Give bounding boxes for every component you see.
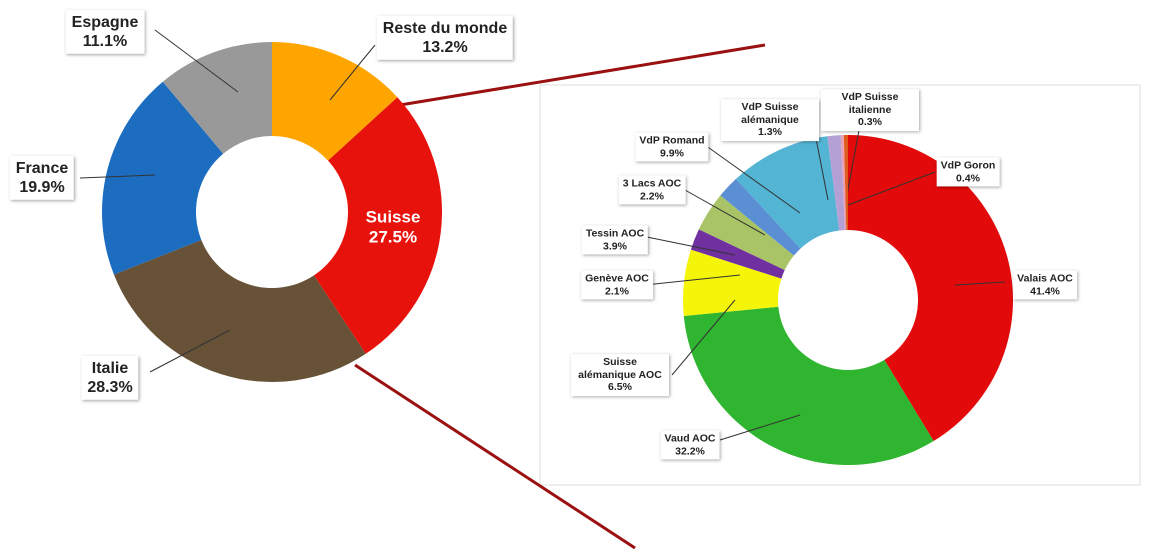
label-name: VdP Suisse alémanique	[741, 101, 799, 126]
donut-segment	[272, 42, 398, 161]
leader-line	[154, 29, 239, 93]
label-value: 3.9%	[603, 240, 627, 252]
label-value: 32.2%	[675, 445, 705, 457]
donut-segment	[683, 306, 934, 466]
label-value: 6.5%	[608, 381, 632, 394]
label-value: 19.9%	[19, 179, 65, 196]
label-value: 28.3%	[87, 379, 133, 396]
label-value: 1.3%	[758, 126, 782, 139]
detail-panel	[539, 84, 1141, 486]
donut-segment	[162, 42, 272, 154]
leader-line	[79, 174, 156, 179]
donut-segment	[113, 239, 366, 383]
label-value: 9.9%	[660, 147, 684, 159]
data-label: VdP Goron 0.4%	[936, 157, 1000, 187]
label-name: 3 Lacs AOC	[622, 177, 682, 190]
leader-line	[845, 124, 861, 201]
data-label: Reste du monde 13.2%	[376, 15, 514, 61]
leader-line	[641, 235, 736, 256]
data-label: Valais AOC 41.4%	[1013, 270, 1077, 300]
donut-segment	[698, 195, 794, 271]
data-label: VdP Suisse alémanique 1.3%	[721, 99, 819, 141]
connector	[354, 363, 636, 550]
donut-segment	[735, 136, 840, 249]
data-label: Suisse alémanique AOC 6.5%	[571, 354, 669, 396]
donut-segment	[690, 229, 785, 279]
donut-segment	[101, 81, 224, 275]
data-label: 3 Lacs AOC 2.2%	[618, 175, 686, 205]
leader-line	[149, 329, 231, 373]
connector	[399, 43, 766, 107]
donut-segment	[827, 135, 845, 231]
donut-segment	[843, 135, 848, 231]
label-name: VdP Goron	[940, 159, 996, 172]
label-name: Genève AOC	[585, 272, 649, 285]
label-value: 13.2%	[422, 39, 468, 56]
leader-line	[684, 189, 766, 236]
label-value: 0.3%	[858, 116, 882, 129]
data-label: France 19.9%	[9, 155, 75, 201]
label-value: 27.5%	[368, 228, 418, 247]
label-name: Italie	[91, 359, 129, 377]
donut-segment	[848, 135, 1013, 442]
data-label: Vaud AOC 32.2%	[660, 430, 720, 460]
label-name: Suisse alémanique AOC	[578, 356, 662, 381]
data-label: VdP Suisse italienne 0.3%	[821, 89, 919, 131]
label-name: Reste du monde	[382, 19, 508, 37]
data-label: Espagne 11.1%	[65, 9, 145, 55]
leader-line	[847, 171, 936, 206]
label-name: France	[15, 159, 69, 177]
label-value: 2.1%	[605, 285, 629, 297]
data-label: Tessin AOC 3.9%	[581, 225, 649, 255]
leader-line	[719, 414, 801, 441]
leader-line	[671, 299, 736, 376]
donut-segment	[840, 135, 847, 231]
label-name: Vaud AOC	[664, 432, 716, 445]
leader-line	[644, 274, 741, 286]
label-value: 11.1%	[82, 33, 128, 50]
data-label: Suisse 27.5%	[360, 205, 427, 252]
data-label: Italie 28.3%	[81, 355, 139, 401]
label-value: 41.4%	[1030, 285, 1060, 297]
label-value: 0.4%	[956, 172, 980, 184]
label-name: VdP Suisse italienne	[841, 91, 899, 116]
donut-segment	[313, 97, 443, 354]
label-name: Tessin AOC	[585, 227, 645, 240]
label-name: Espagne	[71, 13, 139, 31]
donut-segment	[720, 178, 801, 256]
leader-line	[954, 281, 1006, 286]
data-label: Genève AOC 2.1%	[581, 270, 653, 300]
data-label: VdP Romand 9.9%	[635, 132, 709, 162]
label-value: 2.2%	[640, 190, 664, 202]
label-name: Suisse	[365, 207, 421, 227]
leader-line	[704, 144, 801, 214]
leader-line	[329, 44, 376, 101]
label-name: VdP Romand	[639, 134, 705, 147]
donut-segment	[683, 249, 782, 317]
label-name: Valais AOC	[1017, 272, 1073, 285]
